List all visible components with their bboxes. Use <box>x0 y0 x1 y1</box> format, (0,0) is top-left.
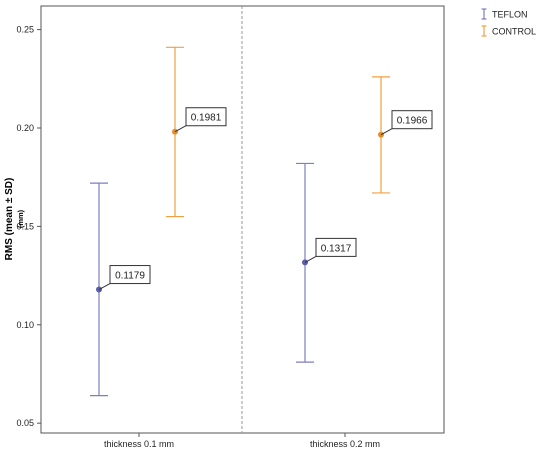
data-label-box <box>109 265 151 285</box>
data-label-leader <box>98 283 111 290</box>
series-layer <box>90 46 390 397</box>
data-label: 0.1317 <box>321 243 352 254</box>
legend-label: CONTROL <box>492 27 536 37</box>
data-label-box <box>391 110 433 130</box>
y-axis-unit: (mm) <box>16 209 25 228</box>
y-tick-label: 0.25 <box>16 25 34 35</box>
x-axis: thickness 0.1 mm thickness 0.2 mm <box>104 433 380 449</box>
legend-label: TEFLON <box>492 10 528 20</box>
y-axis-title: RMS (mean ± SD) <box>4 178 15 261</box>
y-tick-label: 0.05 <box>16 418 34 428</box>
legend: TEFLON CONTROL <box>481 8 536 37</box>
y-tick-label: 0.10 <box>16 320 34 330</box>
data-label-box <box>185 107 227 127</box>
data-label: 0.1179 <box>115 271 145 282</box>
y-tick-label: 0.20 <box>16 123 34 133</box>
data-label-box <box>315 237 357 257</box>
x-tick-label: thickness 0.2 mm <box>310 439 380 449</box>
data-label: 0.1966 <box>397 116 428 127</box>
data-labels-layer: 0.1179 0.1317 0.1981 0.1966 <box>98 107 433 290</box>
x-tick-label: thickness 0.1 mm <box>104 439 174 449</box>
y-axis: 0.05 0.10 0.15 0.20 0.25 <box>16 25 41 428</box>
data-label: 0.1981 <box>191 113 222 124</box>
data-label-leader <box>304 255 317 263</box>
data-label-leader <box>380 128 393 136</box>
y-tick-label: 0.15 <box>16 221 34 231</box>
data-label-leader <box>174 125 187 133</box>
